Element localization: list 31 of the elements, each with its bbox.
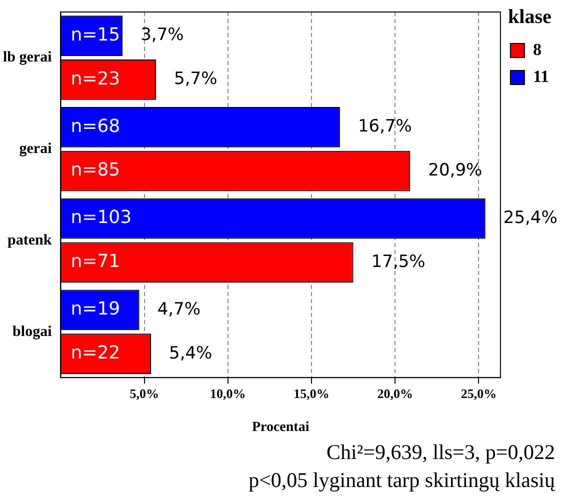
data-label: 5,4% xyxy=(169,343,212,364)
data-label: 5,7% xyxy=(174,69,218,90)
data-label: 3,7% xyxy=(140,25,184,46)
y-tick-label: gerai xyxy=(19,140,52,157)
y-tick-label: lb gerai xyxy=(2,50,52,66)
annotation: n=15 xyxy=(70,24,120,46)
annotation: n=68 xyxy=(70,116,120,137)
text: p<0,05 lyginant tarp skirtingų klasių xyxy=(248,467,555,494)
annotation: n=23 xyxy=(70,68,120,90)
legend-label: 8 xyxy=(532,40,542,59)
text: Chi²=9,639, lls=3, p=0,022 xyxy=(325,439,555,466)
x-tick-label: 5,0% xyxy=(130,386,159,401)
y-tick-label: blogai xyxy=(12,324,52,340)
x-tick-label: 15,0% xyxy=(294,386,330,401)
legend-title: klase xyxy=(508,6,552,28)
legend-label: 11 xyxy=(532,66,549,86)
annotation: n=22 xyxy=(70,342,120,364)
x-tick-label: 10,0% xyxy=(210,386,246,401)
x-axis-title: Procentai xyxy=(252,420,310,436)
x-tick-label: 25,0% xyxy=(460,386,497,401)
annotation: n=71 xyxy=(70,251,120,272)
x-tick-label: 20,0% xyxy=(377,386,413,401)
annotation: n=85 xyxy=(70,160,120,181)
data-label: 4,7% xyxy=(157,299,201,320)
data-label: 25,4% xyxy=(503,208,558,228)
data-label: 16,7% xyxy=(358,116,412,137)
y-tick-label: patenk xyxy=(8,232,52,248)
annotation: n=19 xyxy=(70,298,120,320)
data-label: 20,9% xyxy=(428,160,482,180)
data-label: 17,5% xyxy=(371,252,426,272)
annotation: n=103 xyxy=(70,207,132,228)
